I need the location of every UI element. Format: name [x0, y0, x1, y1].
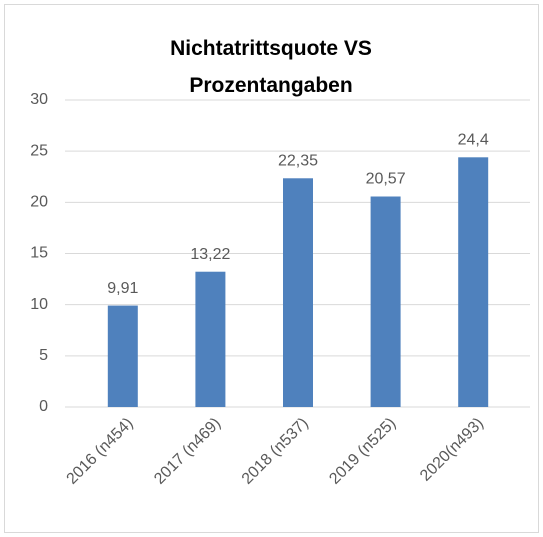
value-label: 20,57: [366, 171, 406, 188]
bar: [370, 196, 401, 407]
value-label: 24,4: [458, 132, 489, 149]
chart-border: [4, 4, 539, 533]
y-tick-label: 10: [30, 296, 48, 313]
y-tick-label: 0: [39, 398, 48, 415]
y-tick-label: 20: [30, 194, 48, 211]
value-label: 22,35: [278, 153, 318, 170]
bar: [107, 305, 138, 407]
y-tick-label: 30: [30, 91, 48, 108]
value-label: 13,22: [190, 246, 230, 263]
bar: [283, 178, 313, 407]
bar: [458, 157, 489, 407]
chart-title: Nichtatrittsquote VS Prozentangaben: [170, 37, 372, 97]
y-tick-label: 15: [30, 245, 48, 262]
y-tick-label: 25: [30, 142, 48, 159]
bar: [195, 271, 226, 407]
value-label: 9,91: [107, 280, 138, 297]
y-tick-label: 5: [39, 347, 48, 364]
